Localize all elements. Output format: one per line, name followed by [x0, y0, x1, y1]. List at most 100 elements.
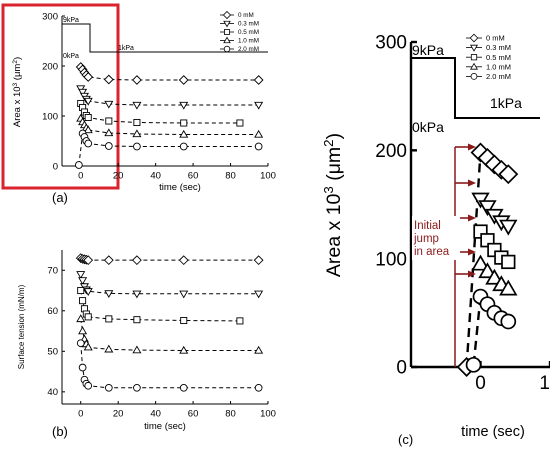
data-point — [76, 271, 86, 279]
annotation-text: in area — [414, 246, 450, 258]
legend-marker — [470, 62, 478, 70]
annotation-arrowhead — [468, 179, 476, 187]
data-point — [478, 262, 497, 279]
legend-marker — [469, 33, 479, 43]
legend-marker — [222, 10, 232, 20]
annotation-arrowhead — [468, 248, 476, 256]
legend-label: 0.5 mM — [238, 29, 259, 36]
legend-marker — [223, 20, 231, 28]
data-point — [180, 119, 188, 127]
annotation-text: jump — [413, 233, 439, 245]
series — [77, 99, 244, 127]
y-axis-title: Area x 103 (μm2) — [321, 133, 346, 277]
data-point — [254, 129, 264, 138]
y-axis-title: Area x 103 (μm2) — [12, 57, 24, 127]
x-tick-label: 20 — [113, 171, 124, 182]
legend-label: 1.0 mM — [238, 38, 259, 45]
pressure-label: 9kPa — [412, 42, 444, 58]
series — [76, 314, 264, 354]
data-point — [103, 74, 114, 85]
data-point — [254, 142, 263, 151]
y-tick-label: 100 — [42, 111, 58, 122]
data-point — [179, 101, 189, 110]
data-point — [501, 254, 516, 270]
data-point — [236, 119, 244, 127]
x-tick-label: 100 — [260, 171, 276, 182]
series — [473, 224, 516, 270]
data-point — [104, 344, 114, 353]
data-point — [83, 97, 93, 106]
series — [471, 192, 518, 236]
data-point — [179, 290, 189, 299]
x-axis-title: time (sec) — [461, 424, 525, 440]
x-axis-title: time (sec) — [159, 182, 201, 193]
data-point — [254, 290, 264, 299]
legend-label: 0 mM — [486, 34, 505, 43]
data-point — [180, 317, 188, 325]
data-point — [133, 142, 141, 151]
legend-marker — [470, 54, 478, 61]
series-line — [78, 131, 259, 166]
series — [471, 254, 518, 296]
legend-marker — [470, 73, 478, 80]
data-point — [179, 383, 188, 392]
series — [465, 288, 517, 373]
pressure-label: 0kPa — [412, 119, 444, 135]
data-point — [179, 345, 189, 354]
series — [76, 271, 264, 299]
data-point — [104, 128, 114, 137]
plot-area-a: 0 100 200 300 0 20 40 60 80 100 time (sec) Area x 1… — [12, 10, 276, 193]
data-point — [83, 125, 93, 134]
annotation-arrowhead — [468, 143, 476, 151]
series-line — [80, 66, 259, 81]
data-point — [84, 139, 93, 148]
data-point — [254, 383, 263, 392]
data-point — [499, 279, 518, 296]
data-point — [83, 342, 93, 351]
data-point — [78, 363, 87, 372]
data-point — [179, 142, 188, 151]
series-line — [80, 103, 240, 124]
legend-label: 0 mM — [238, 12, 254, 19]
data-point — [84, 113, 92, 122]
x-tick-label: 0 — [475, 373, 486, 394]
data-point — [485, 268, 504, 285]
data-point — [105, 315, 113, 323]
highlight-box — [1, 3, 120, 190]
pressure-trace — [411, 57, 540, 119]
data-point — [132, 129, 142, 138]
data-point — [498, 164, 519, 185]
data-point — [83, 72, 94, 82]
annotation-bg — [412, 216, 460, 260]
panel-label-a: (a) — [52, 190, 68, 205]
legend-marker — [470, 44, 478, 52]
series-line — [80, 290, 240, 322]
data-point — [465, 356, 482, 373]
data-point — [133, 383, 141, 392]
legend-marker — [223, 36, 231, 44]
data-point — [132, 345, 142, 354]
pressure-label: 9kPa — [63, 17, 79, 24]
legend-label: 2.0 mM — [486, 72, 511, 81]
data-point — [253, 75, 264, 85]
legend-marker — [224, 29, 230, 35]
x-tick-label: 40 — [150, 409, 161, 420]
x-tick-label: 60 — [188, 409, 199, 420]
panel-c: (c) 0 100 200 300 0 10 time (sec) Area x 103 (μ… — [321, 33, 550, 447]
data-point — [132, 290, 142, 299]
legend-marker — [223, 45, 231, 53]
series — [76, 339, 263, 392]
data-point — [236, 317, 244, 325]
plot-area-c: 0 100 200 300 0 10 time (sec) Area x 103 (μm2) 9… — [321, 33, 550, 440]
x-tick-label: 80 — [225, 409, 236, 420]
panel-label-c: (c) — [398, 432, 413, 447]
annotation-text: Initial — [414, 220, 441, 232]
data-point — [105, 117, 113, 125]
data-point — [471, 192, 490, 209]
data-point — [83, 255, 94, 266]
y-tick-label: 200 — [42, 61, 58, 72]
x-tick-label: 80 — [225, 171, 236, 182]
data-point — [104, 142, 113, 150]
x-tick-label: 20 — [113, 409, 124, 420]
